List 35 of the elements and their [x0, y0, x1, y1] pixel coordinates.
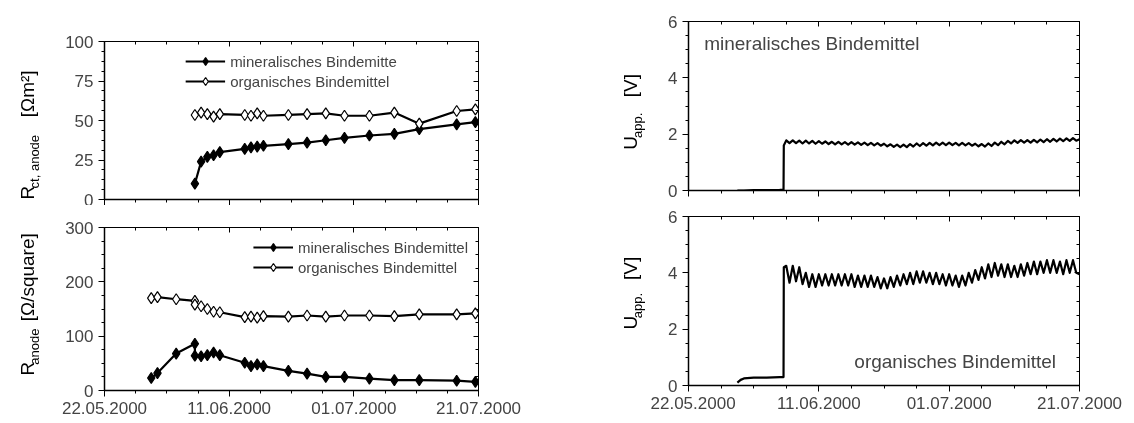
x-tick-label: 22.05.2000 — [650, 393, 736, 413]
y-tick-label: 100 — [65, 32, 94, 52]
annotation: mineralisches Bindemittel — [704, 33, 920, 55]
text: Rct, anode [Ωm²] — [17, 70, 42, 200]
annotation: organisches Bindemittel — [854, 350, 1057, 372]
y-tick-label: 75 — [74, 72, 94, 91]
legend-label: mineralisches Bindemittel — [297, 238, 468, 256]
legend-label: mineralisches Bindemitte — [230, 52, 397, 70]
y-tick-label: 25 — [74, 151, 94, 170]
y-tick-label: 0 — [668, 376, 678, 396]
y-tick-label: 200 — [65, 272, 94, 292]
y-tick-label: 0 — [84, 381, 94, 401]
y-axis-title: Uapp. [V] — [620, 256, 645, 330]
y-tick-label: 4 — [668, 263, 678, 283]
x-tick-label: 11.06.2000 — [187, 398, 272, 418]
x-tick-label: 01.07.2000 — [906, 393, 992, 413]
y-tick-label: 0 — [84, 190, 94, 210]
legend-label: organisches Bindemittel — [230, 72, 390, 90]
x-tick-label: 11.06.2000 — [776, 393, 861, 413]
y-tick-label: 2 — [668, 320, 678, 340]
y-tick-label: 300 — [65, 218, 94, 238]
y-tick-label: 2 — [668, 125, 678, 145]
y-tick-label: 6 — [668, 12, 678, 32]
x-tick-label: 21.07.2000 — [435, 398, 522, 418]
y-tick-label: 50 — [74, 111, 94, 131]
y-tick-label: 4 — [668, 68, 678, 88]
x-tick-label: 22.05.2000 — [61, 398, 148, 418]
y-tick-label: 100 — [65, 327, 94, 347]
y-tick-label: 0 — [668, 181, 678, 201]
x-tick-label: 21.07.2000 — [1036, 393, 1123, 413]
x-tick-label: 01.07.2000 — [311, 398, 397, 418]
y-axis-title: Ranode [Ω/square] — [17, 233, 42, 376]
y-axis-title: Uapp. [V] — [620, 74, 645, 150]
y-tick-label: 6 — [668, 207, 678, 227]
legend-label: organisches Bindemittel — [297, 258, 458, 276]
